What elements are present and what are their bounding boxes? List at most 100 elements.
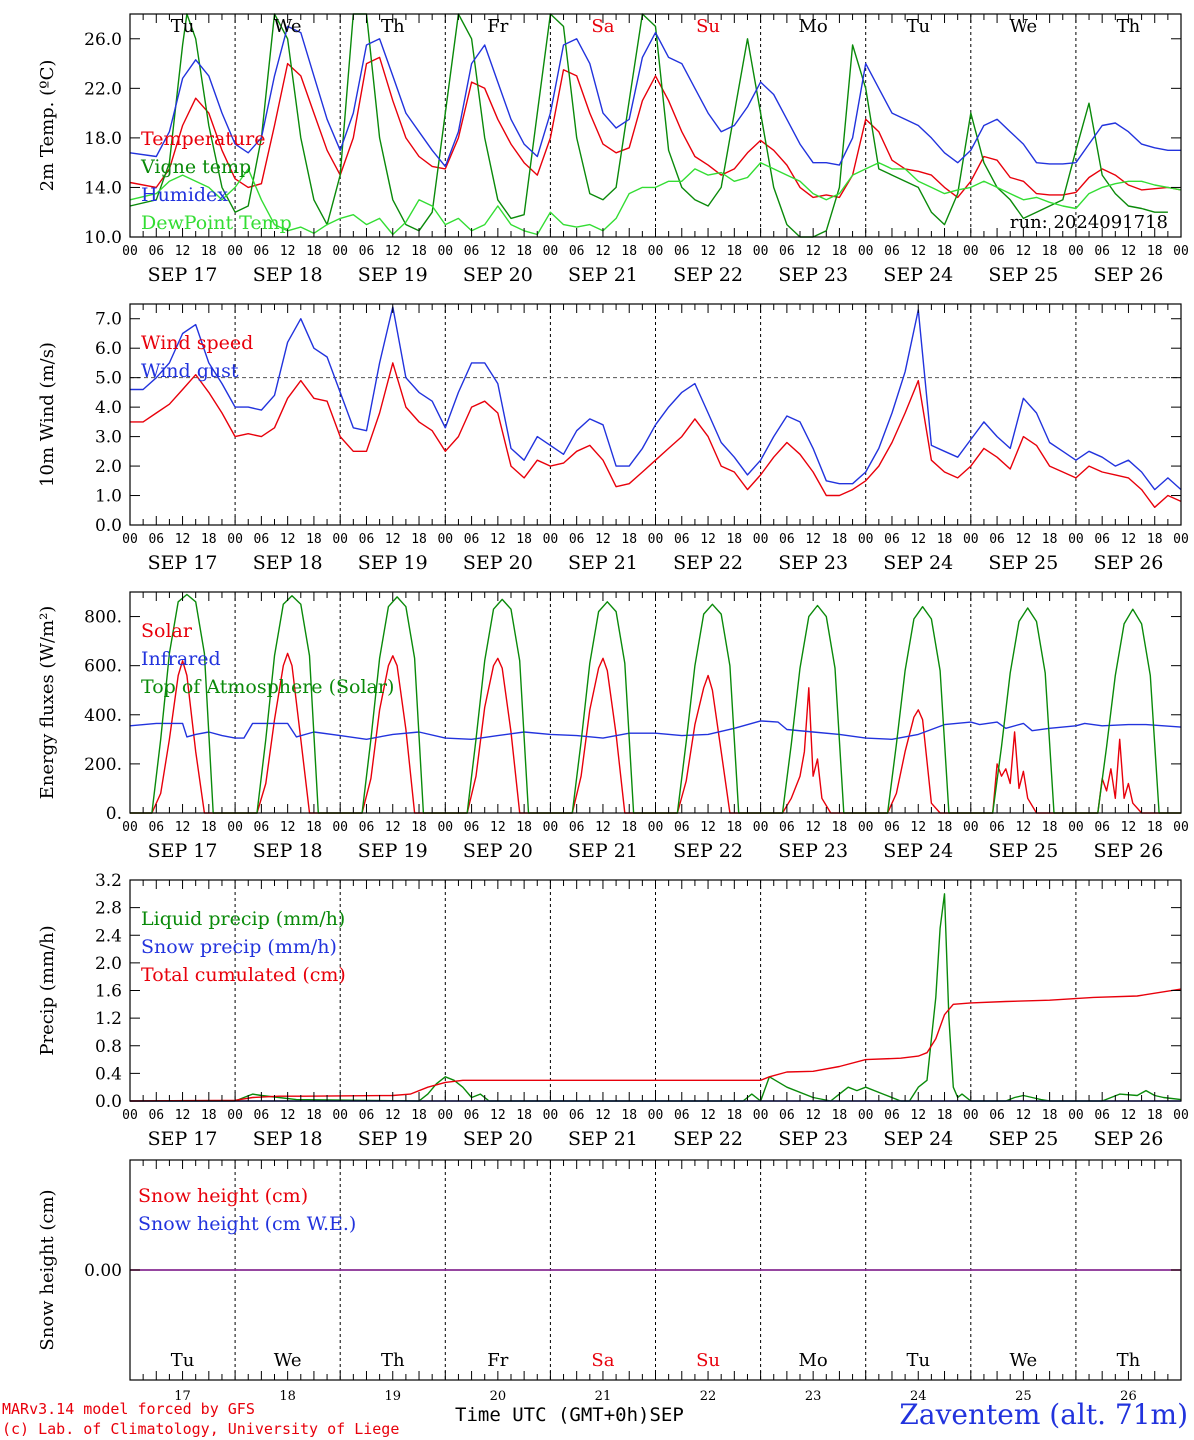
- hour-tick-label: 12: [175, 820, 191, 835]
- y-tick-label: 6.0: [95, 339, 122, 359]
- date-label: SEP 21: [568, 552, 638, 574]
- hour-tick-label: 18: [621, 1108, 637, 1123]
- y-tick-label: 400.: [84, 706, 122, 726]
- date-label: SEP 19: [358, 552, 428, 574]
- hour-tick-label: 18: [726, 820, 742, 835]
- hour-tick-label: 06: [148, 532, 164, 547]
- hour-tick-label: 18: [1042, 820, 1058, 835]
- day-of-week-label: We: [274, 16, 302, 37]
- date-label: SEP 22: [673, 1128, 743, 1150]
- legend-entry: Humidex: [141, 184, 228, 206]
- day-number-label: 20: [490, 1389, 507, 1404]
- day-number-label: 17: [174, 1389, 191, 1404]
- hour-tick-label: 06: [464, 244, 480, 259]
- legend-entry: DewPoint Temp: [141, 212, 292, 234]
- y-tick-label: 600.: [84, 657, 122, 677]
- hour-tick-label: 18: [832, 1108, 848, 1123]
- legend-entry: Snow height (cm): [138, 1185, 308, 1207]
- hour-tick-label: 00: [963, 244, 979, 259]
- hour-tick-label: 06: [1094, 1108, 1110, 1123]
- y-tick-label: 1.6: [95, 982, 122, 1002]
- hour-tick-label: 12: [805, 820, 821, 835]
- y-tick-label: 22.0: [84, 79, 122, 99]
- hour-tick-label: 00: [963, 1108, 979, 1123]
- hour-tick-label: 12: [1016, 532, 1032, 547]
- hour-tick-label: 00: [543, 1108, 559, 1123]
- hour-tick-label: 00: [332, 532, 348, 547]
- hour-tick-label: 12: [1016, 244, 1032, 259]
- date-label: SEP 26: [1094, 840, 1164, 862]
- day-of-week-label: Sa: [591, 16, 614, 37]
- day-number-label: 26: [1120, 1389, 1137, 1404]
- model-credit-line1: MARv3.14 model forced by GFS: [2, 1400, 255, 1418]
- hour-tick-label: 12: [280, 1108, 296, 1123]
- date-label: SEP 20: [463, 264, 533, 286]
- y-tick-label: 1.2: [95, 1009, 122, 1029]
- hour-tick-label: 06: [884, 244, 900, 259]
- y-tick-label: 2.4: [95, 926, 122, 946]
- day-of-week-label: We: [1010, 16, 1038, 37]
- hour-tick-label: 06: [464, 532, 480, 547]
- hour-tick-label: 18: [516, 1108, 532, 1123]
- hour-tick-label: 12: [490, 820, 506, 835]
- date-label: SEP 22: [673, 552, 743, 574]
- panel-frame: [129, 13, 1182, 238]
- hour-tick-label: 00: [1173, 532, 1189, 547]
- hour-tick-label: 06: [884, 820, 900, 835]
- hour-tick-label: 18: [1042, 244, 1058, 259]
- hour-tick-label: 00: [122, 244, 138, 259]
- hour-tick-label: 12: [595, 820, 611, 835]
- legend-entry: Top of Atmosphere (Solar): [141, 676, 394, 698]
- y-tick-label: 0.4: [95, 1064, 122, 1084]
- hour-tick-label: 12: [595, 244, 611, 259]
- date-label: SEP 18: [253, 264, 323, 286]
- hour-tick-label: 12: [805, 1108, 821, 1123]
- date-label: SEP 22: [673, 840, 743, 862]
- hour-tick-label: 00: [858, 1108, 874, 1123]
- y-tick-label: 0.: [106, 804, 122, 824]
- hour-tick-label: 06: [359, 1108, 375, 1123]
- hour-tick-label: 18: [726, 1108, 742, 1123]
- hour-tick-label: 06: [359, 532, 375, 547]
- y-axis-label: Energy fluxes (W/m²): [37, 606, 58, 800]
- hour-tick-label: 18: [411, 244, 427, 259]
- hour-tick-label: 00: [332, 1108, 348, 1123]
- day-number-label: 22: [700, 1389, 717, 1404]
- hour-tick-label: 00: [332, 820, 348, 835]
- hour-tick-label: 06: [674, 532, 690, 547]
- hour-tick-label: 00: [753, 1108, 769, 1123]
- hour-tick-label: 12: [910, 820, 926, 835]
- hour-tick-label: 12: [805, 532, 821, 547]
- date-label: SEP 20: [463, 552, 533, 574]
- hour-tick-label: 12: [1121, 532, 1137, 547]
- hour-tick-label: 06: [989, 244, 1005, 259]
- hour-tick-label: 18: [306, 820, 322, 835]
- hour-tick-label: 00: [1173, 244, 1189, 259]
- date-label: SEP 18: [253, 552, 323, 574]
- day-of-week-label: Mo: [799, 16, 828, 37]
- hour-tick-label: 00: [543, 532, 559, 547]
- hour-tick-label: 06: [1094, 532, 1110, 547]
- hour-tick-label: 18: [937, 532, 953, 547]
- date-label: SEP 23: [778, 264, 848, 286]
- series-line-liquid-precip-mm-h-: [130, 893, 1182, 1102]
- run-label: run: 2024091718: [1010, 212, 1168, 233]
- day-of-week-label: Tu: [171, 16, 195, 37]
- date-label: SEP 23: [778, 552, 848, 574]
- hour-tick-label: 18: [621, 244, 637, 259]
- hour-tick-label: 18: [306, 1108, 322, 1123]
- hour-tick-label: 12: [490, 244, 506, 259]
- hour-tick-label: 06: [1094, 820, 1110, 835]
- hour-tick-label: 06: [254, 820, 270, 835]
- hour-tick-label: 18: [411, 532, 427, 547]
- hour-tick-label: 12: [175, 1108, 191, 1123]
- date-label: SEP 21: [568, 840, 638, 862]
- day-of-week-label: Su: [696, 1350, 720, 1371]
- hour-tick-label: 06: [674, 820, 690, 835]
- hour-tick-label: 18: [516, 820, 532, 835]
- hour-tick-label: 06: [254, 1108, 270, 1123]
- date-label: SEP 25: [988, 840, 1058, 862]
- legend-entry: Temperature: [141, 128, 265, 150]
- hour-tick-label: 12: [490, 1108, 506, 1123]
- hour-tick-label: 06: [148, 1108, 164, 1123]
